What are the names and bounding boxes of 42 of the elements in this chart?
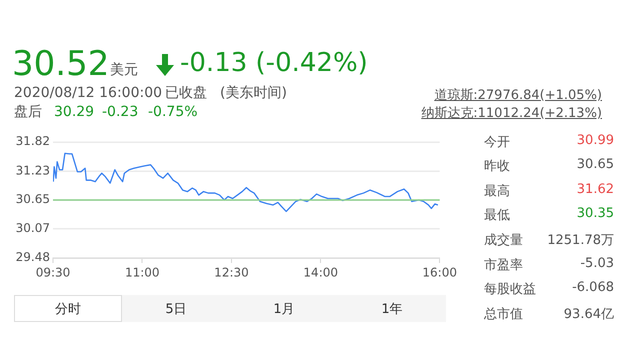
text: 30.29	[54, 104, 94, 121]
text: 1月	[272, 300, 296, 318]
text: 30.52	[12, 44, 110, 85]
text: 分时	[14, 295, 122, 322]
x-tick-label: 11:00	[124, 265, 160, 280]
x-tick-label: 12:30	[214, 265, 249, 280]
text: 市盈率	[484, 257, 523, 274]
x-tick-label: 14:00	[303, 265, 338, 280]
text: 美元	[110, 62, 138, 79]
text: 最高	[484, 183, 510, 200]
text: 30.65	[576, 157, 614, 172]
text: 盘后	[14, 104, 42, 121]
text: 5日	[164, 300, 188, 318]
text: 总市值	[484, 306, 523, 323]
text: 30.35	[576, 206, 614, 221]
text: 最低	[484, 207, 510, 224]
y-tick-label: 31.82	[16, 134, 50, 148]
text: 成交量	[484, 232, 523, 249]
y-tick-label: 29.48	[16, 250, 50, 264]
text: (美东时间)	[220, 85, 287, 102]
text: -6.068	[572, 280, 614, 295]
y-tick-label: 30.07	[16, 220, 50, 235]
x-tick-label: 09:30	[36, 265, 70, 280]
y-tick-label: 31.23	[16, 163, 50, 178]
x-tick-label: 16:00	[422, 265, 458, 280]
text: 每股收益	[484, 281, 536, 298]
text: 昨收	[484, 158, 510, 175]
text: -5.03	[580, 256, 614, 271]
text: 今开	[484, 134, 510, 151]
text: 纳斯达克:11012.24(+2.13%)	[421, 106, 602, 122]
text: 31.62	[576, 182, 614, 197]
text: 已收盘	[165, 85, 207, 102]
text: -0.13 (-0.42%)	[180, 48, 368, 80]
text: 2020/08/12 16:00:00	[14, 85, 162, 102]
text: 93.64亿	[564, 306, 614, 323]
text: 1251.78万	[547, 232, 614, 249]
text: 30.99	[576, 133, 614, 148]
y-tick-label: 30.65	[16, 192, 50, 206]
text: 1年	[380, 300, 404, 318]
text: -0.75%	[148, 104, 198, 121]
text: 道琼斯:27976.84(+1.05%)	[434, 88, 602, 104]
text: -0.23	[102, 104, 138, 121]
